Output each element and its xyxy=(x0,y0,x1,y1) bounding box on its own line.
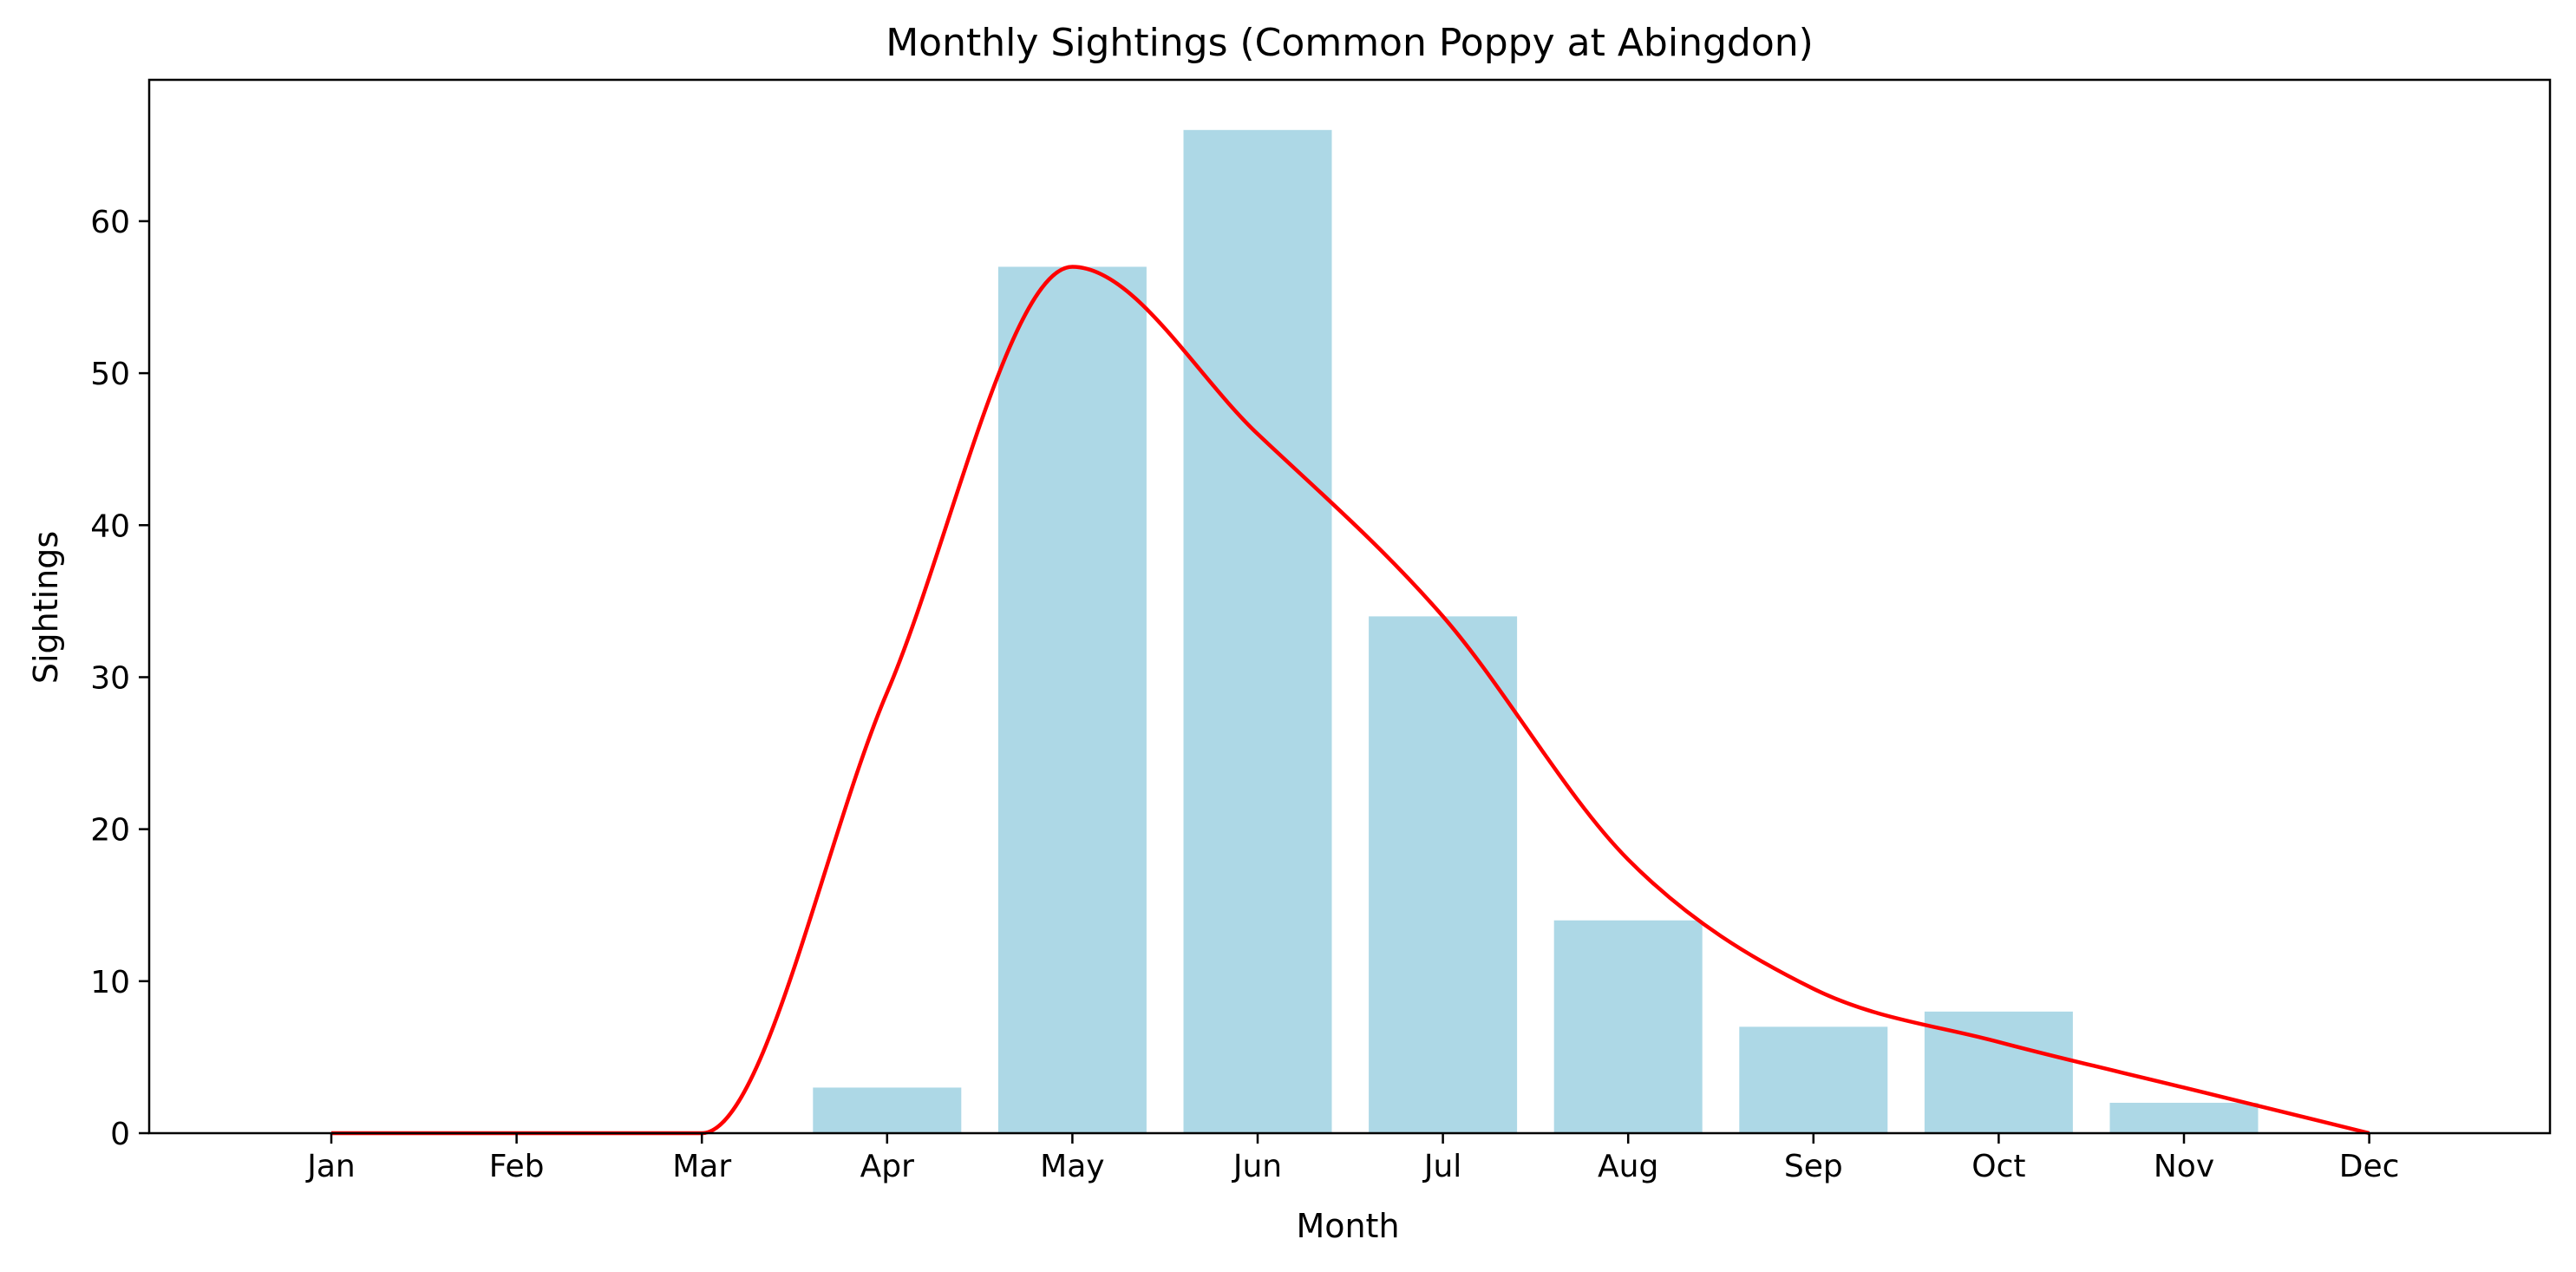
x-tick-label: Jan xyxy=(305,1149,356,1184)
y-tick-label: 0 xyxy=(110,1117,130,1152)
bar-may xyxy=(997,266,1147,1133)
bar-jul xyxy=(1369,616,1518,1133)
x-axis-label: Month xyxy=(1296,1207,1399,1245)
x-tick-label: Mar xyxy=(672,1149,731,1184)
x-tick-label: Nov xyxy=(2154,1149,2214,1184)
x-tick-label: Oct xyxy=(1971,1149,2025,1184)
trend-line xyxy=(331,265,2370,1136)
y-tick-label: 10 xyxy=(90,965,130,1000)
plot-frame xyxy=(147,78,2552,1135)
y-tick-label: 20 xyxy=(90,813,130,849)
y-axis-label: Sightings xyxy=(27,531,65,684)
chart-title: Monthly Sightings (Common Poppy at Abing… xyxy=(886,21,1814,65)
y-tick-label: 30 xyxy=(90,660,130,696)
bar-sep xyxy=(1739,1026,1888,1133)
bar-jun xyxy=(1183,129,1332,1133)
bar-nov xyxy=(2109,1102,2259,1133)
bar-apr xyxy=(813,1087,962,1133)
x-tick-label: Dec xyxy=(2339,1149,2400,1184)
x-tick-label: Sep xyxy=(1784,1149,1843,1184)
x-tick-label: Apr xyxy=(860,1149,914,1184)
x-tick-label: Jul xyxy=(1422,1149,1461,1184)
y-tick-label: 40 xyxy=(90,508,130,544)
x-tick-label: May xyxy=(1040,1149,1104,1184)
y-tick-label: 60 xyxy=(90,205,130,240)
y-tick-label: 50 xyxy=(90,357,130,392)
x-tick-label: Feb xyxy=(489,1149,545,1184)
bar-aug xyxy=(1553,920,1703,1133)
plot-area: 0 10 20 30 40 50 60 Jan Feb Mar Apr May Jun Jul Aug Sep… xyxy=(90,78,2552,1184)
x-tick-label: Aug xyxy=(1598,1149,1658,1184)
x-tick-label: Jun xyxy=(1232,1149,1282,1184)
